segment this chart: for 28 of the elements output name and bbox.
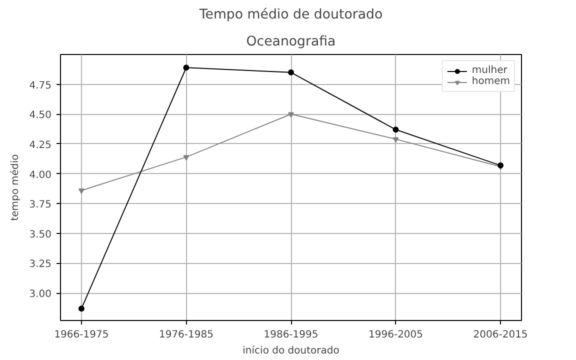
point bbox=[183, 155, 190, 160]
point bbox=[392, 126, 399, 133]
point bbox=[183, 64, 190, 71]
y-tick-label: 3.50 bbox=[29, 229, 52, 240]
x-tick-label: 1996-2005 bbox=[368, 330, 424, 340]
point bbox=[78, 306, 84, 312]
y-tick-label: 4.00 bbox=[29, 170, 52, 181]
point bbox=[288, 112, 294, 118]
y-tick-label: 4.75 bbox=[29, 80, 52, 92]
legend-label: mulher bbox=[472, 65, 508, 76]
x-tick-label: 1966-1975 bbox=[54, 330, 109, 340]
x-tick-label: 1986-1995 bbox=[264, 330, 318, 340]
legend-label: homem bbox=[472, 76, 510, 87]
x-tick-label: 2006-2015 bbox=[473, 330, 528, 340]
x-axis-title: início do doutorado bbox=[242, 346, 340, 356]
point bbox=[78, 188, 84, 194]
y-tick-label: 4.50 bbox=[29, 110, 52, 122]
point bbox=[288, 69, 294, 76]
x-tick-label: 1976-1985 bbox=[158, 330, 214, 340]
y-tick-label: 4.25 bbox=[29, 140, 52, 151]
y-axis-title: tempo médio bbox=[10, 154, 22, 221]
chart-title: Tempo médio de doutorado bbox=[198, 8, 383, 22]
point bbox=[392, 137, 399, 143]
y-tick-label: 3.75 bbox=[29, 200, 52, 211]
y-tick-label: 3.25 bbox=[29, 259, 52, 270]
point bbox=[498, 162, 504, 168]
chart-subtitle: Oceanografia bbox=[246, 34, 336, 50]
y-tick-label: 3.00 bbox=[29, 289, 52, 300]
